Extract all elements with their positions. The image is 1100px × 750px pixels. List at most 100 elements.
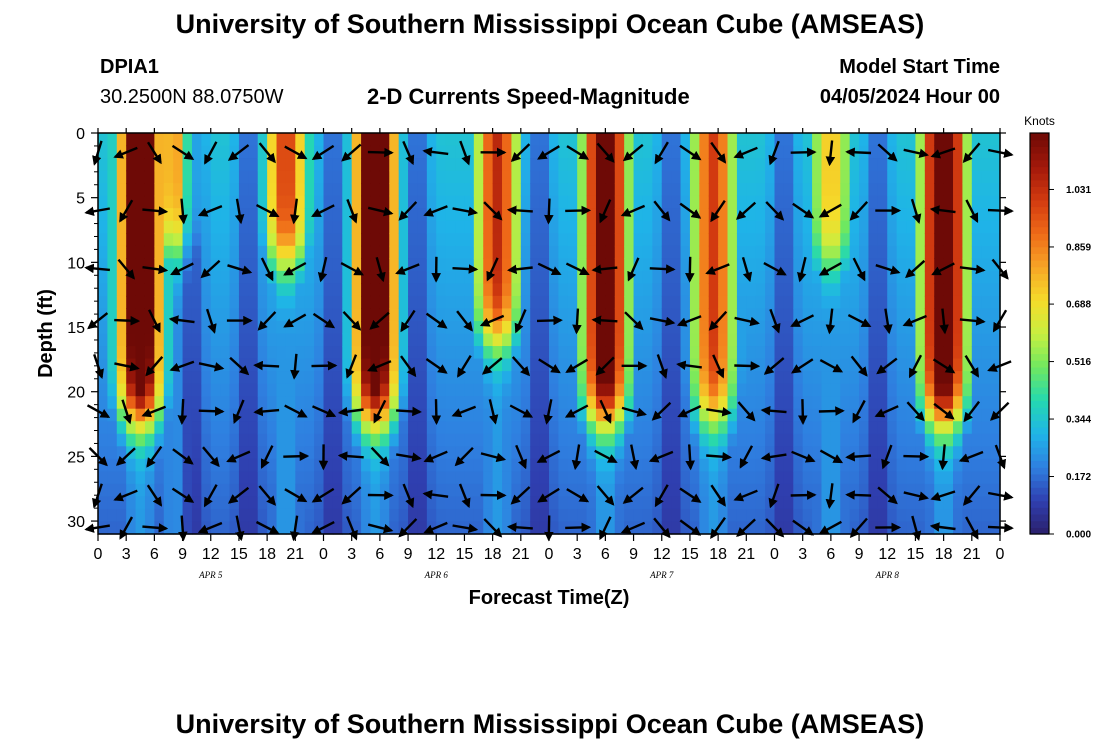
- heatmap-cell: [370, 521, 381, 535]
- heatmap-cell: [793, 158, 804, 172]
- x-tick-label: 21: [737, 546, 755, 563]
- heatmap-cell: [408, 333, 419, 347]
- heatmap-cell: [812, 183, 823, 197]
- heatmap-cell: [915, 333, 926, 347]
- heatmap-cell: [727, 170, 738, 184]
- heatmap-cell: [624, 346, 635, 360]
- heatmap-cell: [887, 396, 898, 410]
- heatmap-cell: [379, 233, 390, 247]
- heatmap-cell: [718, 471, 729, 485]
- heatmap-cell: [295, 433, 306, 447]
- heatmap-cell: [379, 320, 390, 335]
- heatmap-cell: [408, 245, 419, 259]
- heatmap-cell: [614, 408, 625, 422]
- heatmap-cell: [464, 145, 475, 159]
- heatmap-cell: [276, 233, 287, 247]
- current-vector: [875, 264, 901, 275]
- current-vector: [911, 515, 922, 541]
- heatmap-cell: [238, 458, 249, 472]
- heatmap-cell: [520, 258, 531, 272]
- heatmap-cell: [144, 258, 155, 272]
- heatmap-cell: [144, 383, 155, 397]
- heatmap-cell: [173, 183, 184, 197]
- heatmap-cell: [783, 333, 794, 347]
- heatmap-cell: [361, 383, 372, 397]
- heatmap-cell: [577, 158, 588, 172]
- current-vector: [452, 206, 479, 217]
- heatmap-cell: [727, 245, 738, 259]
- heatmap-cell: [276, 396, 287, 410]
- heatmap-cell: [361, 295, 372, 310]
- heatmap-cell: [793, 195, 804, 209]
- heatmap-cell: [586, 308, 597, 322]
- heatmap-cell: [981, 158, 992, 172]
- heatmap-cell: [191, 283, 202, 297]
- heatmap-cell: [173, 383, 184, 397]
- heatmap-cell: [802, 133, 813, 147]
- heatmap-cell: [746, 195, 757, 209]
- heatmap-cell: [238, 346, 249, 360]
- heatmap-cell: [342, 233, 353, 247]
- heatmap-cell: [896, 483, 907, 498]
- heatmap-cell: [398, 383, 409, 397]
- current-vector: [679, 202, 702, 219]
- heatmap-cell: [614, 483, 625, 498]
- heatmap-cell: [877, 433, 888, 447]
- heatmap-cell: [793, 346, 804, 360]
- heatmap-cell: [746, 158, 757, 172]
- heatmap-cell: [849, 496, 860, 510]
- heatmap-cell: [868, 195, 879, 209]
- heatmap-cell: [680, 421, 691, 435]
- heatmap-cell: [417, 396, 428, 410]
- heatmap-cell: [473, 433, 484, 447]
- heatmap-cell: [492, 295, 503, 310]
- heatmap-cell: [549, 320, 559, 335]
- heatmap-cell: [990, 421, 1001, 435]
- heatmap-cell: [689, 433, 700, 447]
- heatmap-cell: [699, 358, 710, 372]
- heatmap-cell: [840, 371, 851, 385]
- heatmap-cell: [154, 333, 165, 347]
- heatmap-cell: [257, 471, 268, 485]
- heatmap-cell: [201, 145, 212, 159]
- heatmap-cell: [680, 245, 691, 259]
- heatmap-cell: [924, 408, 935, 422]
- heatmap-cell: [906, 195, 917, 209]
- heatmap-cell: [220, 283, 231, 297]
- heatmap-cell: [135, 145, 146, 159]
- heatmap-cell: [981, 371, 992, 385]
- heatmap-cell: [107, 245, 118, 259]
- heatmap-cell: [276, 270, 287, 284]
- heatmap-cell: [98, 320, 108, 335]
- heatmap-cell: [577, 283, 588, 297]
- heatmap-cell: [896, 220, 907, 234]
- heatmap-cell: [116, 195, 127, 209]
- heatmap-cell: [539, 270, 550, 284]
- heatmap-cell: [633, 170, 644, 184]
- heatmap-cell: [549, 233, 559, 247]
- heatmap-cell: [492, 421, 503, 435]
- heatmap-cell: [332, 508, 343, 523]
- colorbar-segment: [1030, 513, 1049, 522]
- heatmap-cell: [943, 471, 954, 485]
- current-vector: [396, 406, 422, 417]
- heatmap-cell: [868, 320, 879, 335]
- heatmap-cell: [370, 371, 381, 385]
- heatmap-cell: [238, 170, 249, 184]
- heatmap-cell: [314, 183, 325, 197]
- colorbar-segment: [1030, 139, 1049, 147]
- heatmap-cell: [511, 508, 522, 523]
- heatmap-cell: [868, 496, 879, 510]
- heatmap-cell: [163, 508, 174, 523]
- heatmap-cell: [295, 371, 306, 385]
- heatmap-cell: [455, 233, 466, 247]
- heatmap-cell: [962, 508, 973, 523]
- heatmap-cell: [849, 383, 860, 397]
- heatmap-cell: [426, 508, 437, 523]
- heatmap-cell: [840, 521, 851, 535]
- heatmap-cell: [765, 320, 776, 335]
- heatmap-cell: [135, 508, 146, 523]
- heatmap-cell: [182, 233, 193, 247]
- heatmap-cell: [896, 333, 907, 347]
- heatmap-cell: [755, 133, 766, 147]
